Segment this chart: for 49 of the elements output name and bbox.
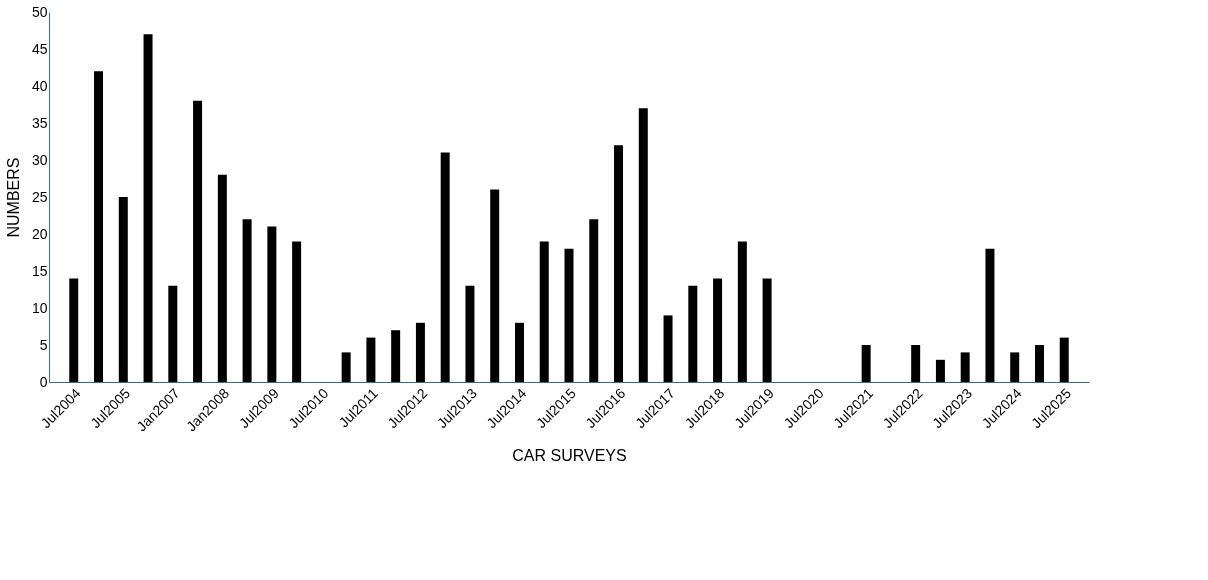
bar <box>118 197 128 382</box>
bar <box>614 145 624 382</box>
bar <box>589 219 599 382</box>
y-axis-title: NUMBERS <box>4 157 22 238</box>
bar <box>490 189 500 382</box>
bar <box>143 34 153 382</box>
bar <box>94 71 104 382</box>
y-tick-label: 10 <box>31 299 48 316</box>
bar <box>539 241 549 382</box>
bar <box>911 345 921 382</box>
bar <box>341 352 351 382</box>
bar <box>440 152 450 382</box>
bar <box>514 322 524 382</box>
x-axis-title: CAR SURVEYS <box>512 447 627 465</box>
bar <box>663 315 673 382</box>
y-tick-label: 15 <box>31 262 48 279</box>
y-tick-label: 45 <box>31 40 48 57</box>
bar <box>267 226 277 382</box>
bar <box>737 241 747 382</box>
bar <box>985 248 995 382</box>
bar <box>465 285 475 382</box>
bar <box>391 330 401 382</box>
y-tick-label: 20 <box>31 225 48 242</box>
y-tick-label: 5 <box>39 336 48 353</box>
bar <box>1059 337 1069 382</box>
bar <box>242 219 252 382</box>
bar <box>217 174 227 382</box>
bar <box>688 285 698 382</box>
bar <box>366 337 376 382</box>
y-tick-label: 25 <box>31 188 48 205</box>
y-tick-label: 40 <box>31 77 48 94</box>
bar <box>713 278 723 382</box>
y-tick-label: 30 <box>31 151 48 168</box>
y-tick-label: 50 <box>31 3 48 20</box>
bar <box>564 248 574 382</box>
bar <box>415 322 425 382</box>
bar <box>1034 345 1044 382</box>
bar <box>638 108 648 382</box>
bar <box>861 345 871 382</box>
bar <box>762 278 772 382</box>
bar <box>168 285 178 382</box>
bar <box>935 359 945 382</box>
bar <box>960 352 970 382</box>
bar <box>69 278 79 382</box>
y-tick-label: 0 <box>39 373 48 390</box>
bar <box>1010 352 1020 382</box>
bar <box>193 100 203 382</box>
y-tick-label: 35 <box>31 114 48 131</box>
bar <box>292 241 302 382</box>
